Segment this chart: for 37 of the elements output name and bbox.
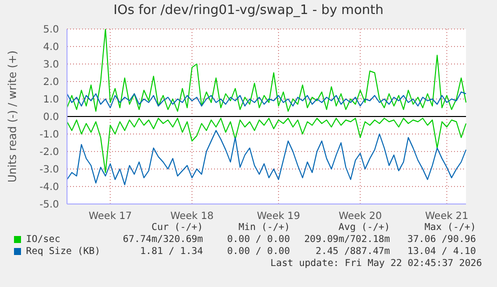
text: Max (-/+): [424, 222, 476, 233]
text: 2.45 /887.47m: [316, 246, 390, 257]
x-tick-label: Week 19: [256, 211, 300, 222]
legend-label: Req Size (KB): [26, 246, 100, 257]
y-axis-title: Units read (-) / write (+): [6, 50, 19, 183]
text: 67.74m/320.69m: [122, 234, 203, 245]
y-tick-label: -5.0: [39, 200, 59, 211]
y-tick-label: 5.0: [43, 24, 59, 36]
y-tick-label: 2.0: [43, 77, 59, 88]
line-series: [66, 118, 466, 173]
text: 209.09m/702.18m: [304, 234, 390, 245]
text: Cur (-/+): [152, 222, 203, 233]
text: Last update: Fri May 22 02:45:37 2026: [270, 258, 482, 269]
y-tick-label: 0.0: [43, 112, 59, 124]
text: 13.04 / 4.10: [407, 246, 476, 257]
line-series: [66, 130, 466, 186]
legend-label: IO/sec: [26, 234, 60, 245]
y-tick-label: -3.0: [39, 164, 59, 176]
x-tick-label: Week 17: [88, 211, 132, 222]
x-tick-label: Week 18: [170, 211, 214, 222]
text: Avg (-/+): [338, 222, 390, 233]
y-tick-label: -2.0: [39, 147, 59, 158]
chart-title: IOs for /dev/ring01-vg/swap_1 - by month: [112, 3, 384, 18]
y-tick-label: 1.0: [43, 94, 59, 106]
y-tick-label: 3.0: [43, 60, 59, 71]
text: 0.00 / 0.00: [227, 246, 290, 257]
x-tick-label: Week 21: [425, 211, 468, 222]
x-tick-label: Week 20: [338, 211, 382, 222]
text: 1.81 / 1.34: [140, 246, 203, 257]
text: 0.00 / 0.00: [227, 234, 290, 245]
line-series: [66, 29, 466, 112]
y-tick-label: -1.0: [39, 130, 59, 141]
text: 37.06 /90.96: [407, 234, 476, 245]
line-series: [66, 92, 466, 108]
y-tick-label: -4.0: [39, 182, 59, 194]
y-tick-label: 4.0: [43, 42, 59, 54]
text: Min (-/+): [238, 222, 290, 233]
